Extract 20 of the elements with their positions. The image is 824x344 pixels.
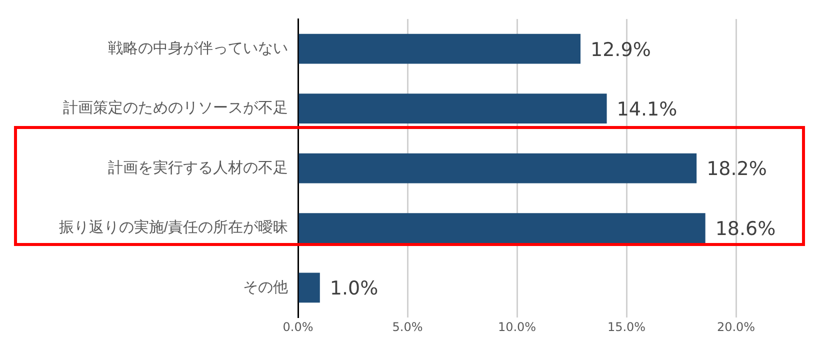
bar — [298, 272, 320, 303]
y-tick-label: 振り返りの実施/責任の所在が曖昧 — [58, 219, 288, 236]
bar — [298, 94, 607, 124]
data-label: 1.0% — [330, 278, 378, 300]
bar — [298, 213, 706, 243]
data-label: 12.9% — [590, 38, 651, 61]
bar — [298, 34, 581, 64]
x-tick-label: 0.0% — [282, 320, 314, 334]
data-label: 18.6% — [715, 218, 776, 240]
data-label: 18.2% — [706, 158, 767, 180]
x-tick-label: 5.0% — [392, 320, 423, 334]
data-label: 14.1% — [616, 98, 678, 121]
y-tick-label: 戦略の中身が伴っていない — [108, 40, 288, 57]
y-tick-label: 計画策定のためのリソースが不足 — [63, 100, 288, 117]
x-tick-label: 10.0% — [498, 320, 536, 334]
x-tick-label: 20.0% — [716, 320, 756, 334]
y-tick-label: 計画を実行する人材の不足 — [108, 159, 288, 176]
y-tick-label: その他 — [243, 278, 288, 296]
x-tick-label: 15.0% — [607, 320, 646, 334]
bar — [298, 153, 697, 184]
